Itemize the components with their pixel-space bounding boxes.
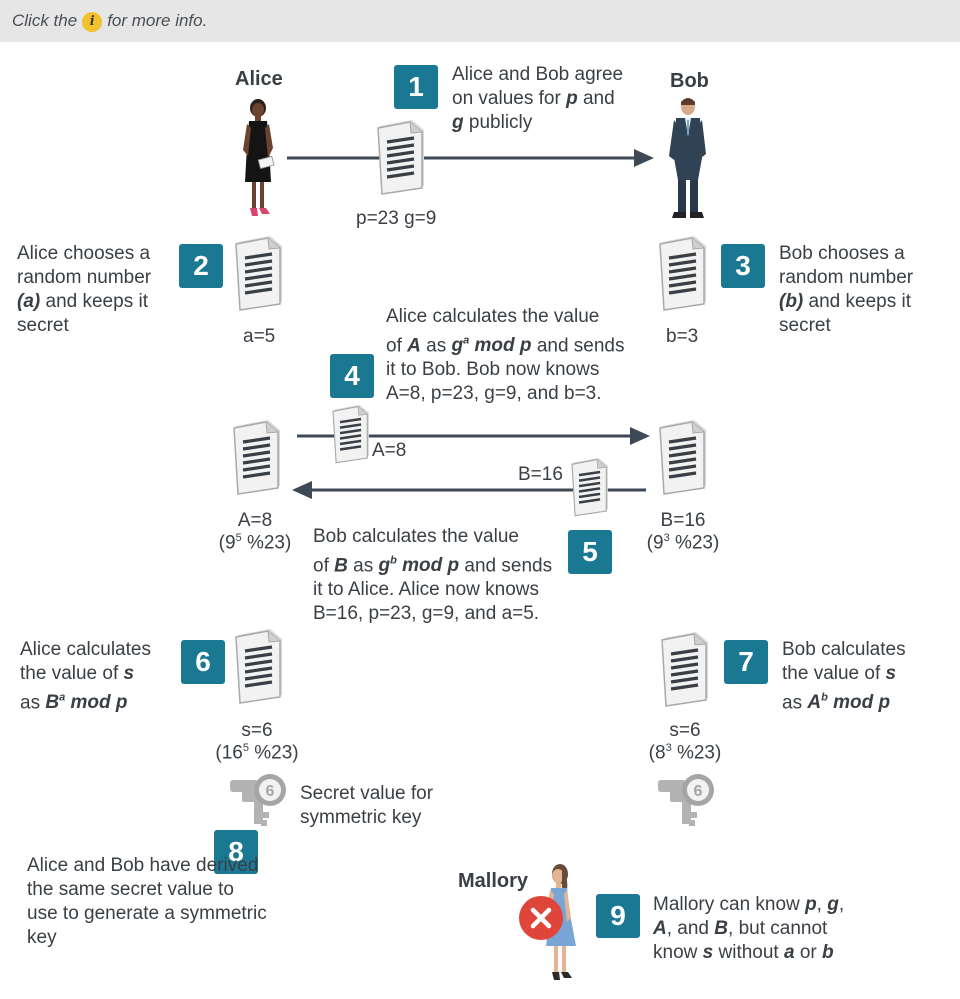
key-icon-alice: 6 xyxy=(230,774,286,826)
step-7-badge[interactable]: 7 xyxy=(724,640,768,684)
step-6-text: Alice calculates the value of s as Ba mo… xyxy=(20,639,151,714)
step-4-text: Alice calculates the value of A as ga mo… xyxy=(386,306,625,405)
bob-B-value: B=16 (93 %23) xyxy=(646,510,720,554)
bob-figure xyxy=(669,98,706,218)
denied-icon xyxy=(519,896,563,940)
alice-figure xyxy=(243,99,275,216)
step-8-text: Alice and Bob have derived the same secr… xyxy=(27,855,267,948)
instruction-bar: Click the i for more info. xyxy=(0,0,960,42)
hint-text-before: Click the xyxy=(12,11,78,30)
document-icon-public xyxy=(376,118,426,196)
instruction-hint: Click the i for more info. xyxy=(12,11,207,32)
step-2-badge[interactable]: 2 xyxy=(179,244,223,288)
hint-text-after: for more info. xyxy=(107,11,208,30)
document-icon-bob-B xyxy=(658,418,708,496)
step-7-text: Bob calculates the value of s as Ab mod … xyxy=(782,639,906,714)
public-values: p=23 g=9 xyxy=(356,208,437,229)
transit-B: B=16 xyxy=(518,464,563,485)
document-icon-B-transit xyxy=(570,456,610,517)
transit-A: A=8 xyxy=(372,440,407,461)
alice-label: Alice xyxy=(235,68,283,90)
alice-secret-a: a=5 xyxy=(243,326,276,347)
key-number-bob: 6 xyxy=(694,783,703,800)
step-9-text: Mallory can know p, g, A, and B, but can… xyxy=(653,894,845,963)
mallory-label: Mallory xyxy=(458,870,529,892)
document-icon-bob-s xyxy=(660,630,710,708)
step-1-badge[interactable]: 1 xyxy=(394,65,438,109)
step-9-badge[interactable]: 9 xyxy=(596,894,640,938)
step-8-badge[interactable]: 8 xyxy=(214,830,258,874)
info-icon[interactable]: i xyxy=(82,11,103,32)
step-5-badge[interactable]: 5 xyxy=(568,530,612,574)
document-icon-A-transit xyxy=(331,403,371,464)
step-5-text: Bob calculates the value of B as gb mod … xyxy=(313,526,553,625)
document-icon-alice-A xyxy=(232,418,282,496)
document-icon-bob-secret xyxy=(658,234,708,312)
key-number-alice: 6 xyxy=(266,783,275,800)
step-2-text: Alice chooses a random number (a) and ke… xyxy=(17,243,152,336)
bob-label: Bob xyxy=(670,70,709,92)
key-icon-bob: 6 xyxy=(658,774,714,826)
secret-value-label: Secret value for symmetric key xyxy=(300,783,434,828)
bob-secret-b: b=3 xyxy=(666,326,699,347)
step-4-badge[interactable]: 4 xyxy=(330,354,374,398)
step-3-badge[interactable]: 3 xyxy=(721,244,765,288)
document-icon-alice-s xyxy=(234,627,284,705)
step-3-text: Bob chooses a random number (b) and keep… xyxy=(779,243,914,336)
step-1-text: Alice and Bob agree on values for p and … xyxy=(452,64,624,133)
alice-s-value: s=6 (165 %23) xyxy=(215,720,299,764)
bob-s-value: s=6 (83 %23) xyxy=(648,720,722,764)
alice-A-value: A=8 (95 %23) xyxy=(218,510,292,554)
document-icon-alice-secret xyxy=(234,234,284,312)
step-6-badge[interactable]: 6 xyxy=(181,640,225,684)
